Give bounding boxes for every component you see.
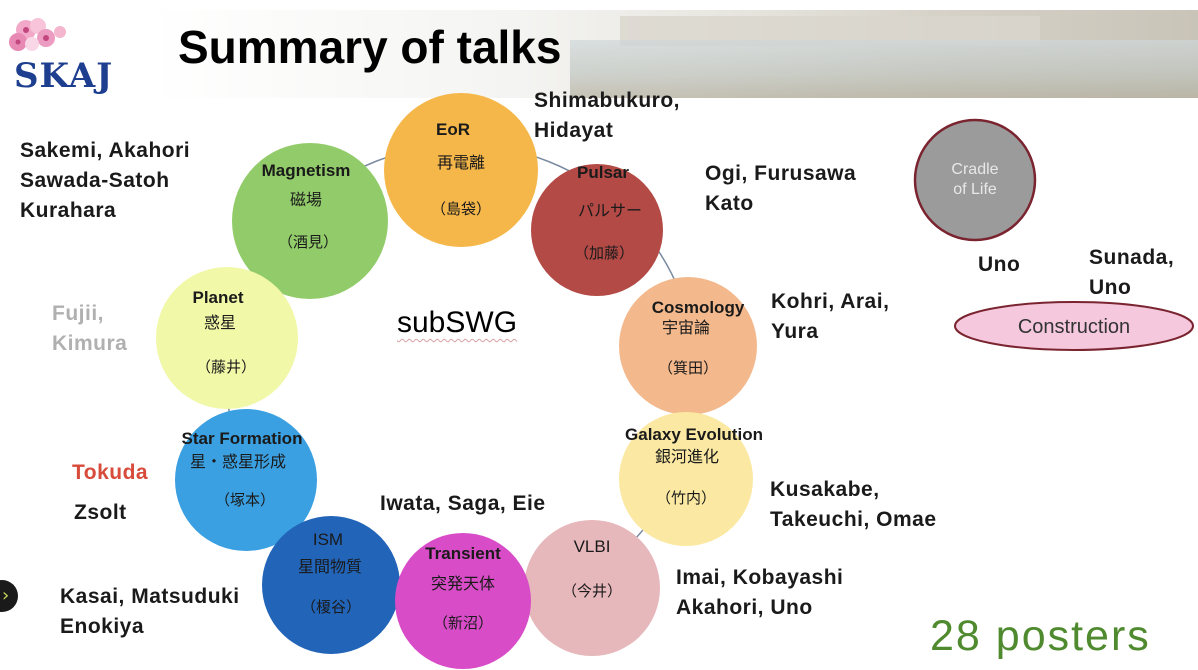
posters-count: 28 posters xyxy=(930,612,1151,660)
speakers-magnetism: Sakemi, Akahori Sawada-Satoh Kurahara xyxy=(20,139,191,222)
swg-vlbi: VLBI （今井） xyxy=(524,520,660,656)
eor-label: EoR xyxy=(436,120,470,139)
magnetism-circle xyxy=(232,143,388,299)
swg-ism: ISM 星間物質 （榎谷） xyxy=(262,516,400,654)
ism-jp: 星間物質 xyxy=(298,557,362,576)
header-banner-photo xyxy=(150,10,1198,98)
construction-ellipse xyxy=(954,301,1194,351)
swg-galaxy-evolution: Galaxy Evolution 銀河進化 （竹内） xyxy=(619,412,763,546)
planet-jp: 惑星 xyxy=(204,313,236,332)
swg-pulsar: Pulsar パルサー （加藤） xyxy=(531,163,663,296)
speakers-star-formation: Zsolt xyxy=(74,501,127,524)
pulsar-circle xyxy=(531,164,663,296)
skaj-logo: SKAJ xyxy=(2,10,148,96)
transient-jp: 突発天体 xyxy=(431,574,495,593)
star-formation-circle xyxy=(175,409,317,551)
next-slide-button[interactable]: › xyxy=(0,580,18,612)
cradle-label-line1: Cradle xyxy=(951,161,998,178)
eor-leader: （島袋） xyxy=(431,200,491,218)
ism-leader: （榎谷） xyxy=(301,598,361,616)
pulsar-leader: （加藤） xyxy=(574,244,634,262)
vlbi-circle xyxy=(524,520,660,656)
speakers-cosmology: Kohri, Arai, Yura xyxy=(771,290,890,343)
vlbi-label: VLBI xyxy=(574,537,611,556)
eor-jp: 再電離 xyxy=(437,153,485,172)
speakers-planet: Fujii, Kimura xyxy=(52,302,128,355)
speakers-pulsar: Ogi, Furusawa Kato xyxy=(705,162,857,215)
transient-leader: （新沼） xyxy=(433,614,493,632)
logo-text: SKAJ xyxy=(14,56,114,96)
star-formation-jp: 星・惑星形成 xyxy=(190,452,286,471)
cosmology-circle xyxy=(619,277,757,415)
transient-label: Transient xyxy=(425,544,501,563)
swg-planet: Planet 惑星 （藤井） xyxy=(156,267,298,409)
magnetism-jp: 磁場 xyxy=(290,190,322,209)
planet-label: Planet xyxy=(192,288,243,307)
galaxy-evolution-circle xyxy=(619,412,753,546)
construction-label: Construction xyxy=(1018,316,1130,338)
chevron-right-icon: › xyxy=(2,585,10,606)
banner-landscape xyxy=(570,40,1198,98)
speakers-galaxy-evolution: Kusakabe, Takeuchi, Omae xyxy=(770,478,937,531)
galaxy-evolution-jp: 銀河進化 xyxy=(655,447,719,466)
galaxy-evolution-label: Galaxy Evolution xyxy=(625,425,763,444)
star-formation-label: Star Formation xyxy=(182,429,303,448)
magnetism-leader: （酒見） xyxy=(278,233,338,251)
sakura-flowers-icon xyxy=(9,18,66,51)
planet-circle xyxy=(156,267,298,409)
ism-label: ISM xyxy=(313,530,343,549)
swg-transient: Transient 突発天体 （新沼） xyxy=(395,533,531,669)
swg-star-formation: Star Formation 星・惑星形成 （塚本） xyxy=(175,409,317,551)
ism-circle xyxy=(262,516,400,654)
swg-eor: EoR 再電離 （島袋） xyxy=(384,93,538,247)
pulsar-jp: パルサー xyxy=(578,201,642,220)
galaxy-evolution-leader: （竹内） xyxy=(656,489,716,507)
star-formation-leader: （塚本） xyxy=(215,491,275,509)
planet-leader: （藤井） xyxy=(196,358,256,376)
vlbi-leader: （今井） xyxy=(562,582,622,600)
cosmology-leader: （箕田） xyxy=(658,359,718,377)
swg-magnetism: Magnetism 磁場 （酒見） xyxy=(232,143,388,299)
eor-circle xyxy=(384,93,538,247)
center-label: subSWG xyxy=(397,306,518,339)
transient-circle xyxy=(395,533,531,669)
speakers-construction: Sunada, Uno xyxy=(1089,246,1175,299)
magnetism-label: Magnetism xyxy=(262,161,351,180)
cradle-of-life: Cradle of Life xyxy=(913,118,1037,242)
cosmology-label: Cosmology xyxy=(652,298,745,317)
speakers-vlbi: Imai, Kobayashi Akahori, Uno xyxy=(676,566,844,619)
cradle-label-line2: of Life xyxy=(953,181,997,198)
speakers-star-formation-tokuda: Tokuda xyxy=(72,461,149,484)
speakers-cradle: Uno xyxy=(978,253,1021,276)
speakers-eor: Shimabukuro, Hidayat xyxy=(534,89,681,142)
speakers-transient: Iwata, Saga, Eie xyxy=(380,492,546,515)
cradle-circle xyxy=(913,118,1037,242)
pulsar-label: Pulsar xyxy=(577,163,629,182)
swg-cosmology: Cosmology 宇宙論 （箕田） xyxy=(619,277,757,415)
speakers-ism: Kasai, Matsuduki Enokiya xyxy=(60,585,240,638)
construction: Construction xyxy=(954,301,1194,351)
slide-title: Summary of talks xyxy=(178,21,562,73)
cosmology-jp: 宇宙論 xyxy=(662,318,710,337)
